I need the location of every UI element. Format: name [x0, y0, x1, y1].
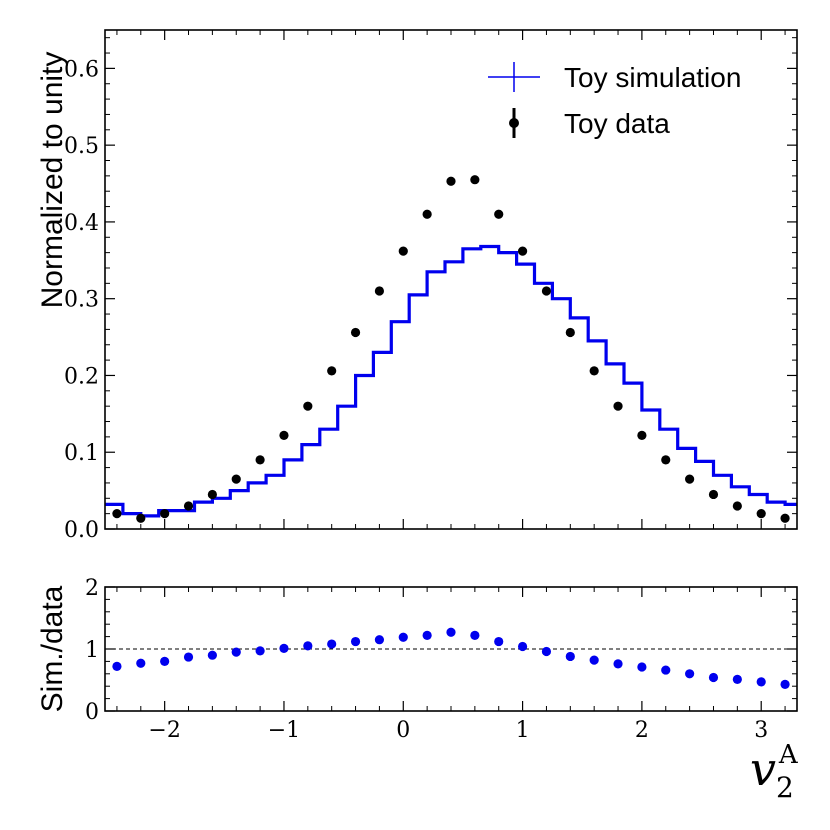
ratio-point: [136, 658, 146, 668]
main-y-tick-label: 0.5: [64, 134, 99, 159]
ratio-point: [613, 659, 623, 669]
ratio-point: [279, 643, 289, 653]
main-y-tick-label: 0.3: [64, 288, 99, 313]
main-y-ticks: [105, 30, 797, 530]
ratio-point: [255, 646, 265, 656]
legend: Toy simulation Toy data: [488, 62, 741, 139]
ratio-point: [327, 639, 337, 649]
ratio-point: [732, 674, 742, 684]
toy-data-point: [231, 474, 241, 484]
toy-data-point: [565, 327, 575, 338]
legend-marker-toy-data: [509, 108, 519, 138]
main-plot-area: [105, 175, 797, 523]
toy-data-point: [160, 509, 170, 519]
x-axis-label-subscript: 2: [776, 771, 794, 804]
toy-data-point: [708, 489, 719, 500]
toy-data-point: [685, 474, 695, 484]
main-y-axis-label: Normalized to unity: [36, 52, 69, 309]
ratio-point: [374, 635, 385, 645]
main-y-tick-label: 0.6: [64, 57, 99, 82]
legend-label-toy-data: Toy data: [564, 108, 670, 139]
main-y-tick-label: 0.1: [64, 441, 99, 466]
x-axis-label: v2A: [750, 740, 799, 804]
main-y-tick-label: 0.4: [64, 211, 99, 236]
ratio-point: [541, 646, 552, 657]
ratio-point: [422, 630, 432, 640]
ratio-point: [160, 656, 170, 667]
toy-data-point: [756, 509, 766, 519]
ratio-point: [565, 651, 575, 662]
ratio-y-tick-label: 0: [85, 700, 99, 725]
x-tick-label: 0: [396, 718, 410, 743]
toy-data-point: [327, 366, 337, 376]
ratio-panel: 0 1 2 −2 −1 0 1 2 3 Sim./data v2A: [36, 576, 799, 804]
x-tick-label: −1: [268, 718, 300, 743]
toy-simulation-histogram: [105, 244, 797, 518]
toy-data-point: [517, 246, 528, 256]
ratio-point: [637, 662, 647, 672]
toy-data-point: [183, 501, 194, 511]
toy-data-point: [494, 209, 504, 219]
toy-data-point: [374, 286, 385, 296]
ratio-point: [494, 636, 504, 647]
main-panel: 0.0 0.1 0.2 0.3 0.4 0.5 0.6 Normalized to unit…: [36, 29, 798, 543]
toy-data-point: [589, 366, 599, 376]
legend-label-toy-simulation: Toy simulation: [564, 62, 741, 93]
toy-data-point: [637, 430, 647, 440]
toy-data-point: [446, 176, 456, 186]
x-tick-label: −2: [148, 718, 180, 743]
ratio-point: [756, 677, 766, 687]
main-frame: [104, 29, 798, 530]
ratio-point: [589, 655, 599, 665]
ratio-point: [661, 665, 671, 675]
toy-data-point: [350, 327, 361, 338]
ratio-point: [685, 669, 695, 679]
x-tick-label: 1: [516, 718, 530, 743]
legend-marker-toy-simulation: [488, 62, 540, 92]
toy-data-point: [112, 509, 122, 519]
ratio-y-tick-label: 2: [85, 576, 99, 601]
ratio-point: [231, 647, 241, 657]
toy-data-point: [279, 430, 289, 440]
ratio-plot-area: [105, 627, 797, 689]
toy-data-point: [422, 209, 432, 219]
ratio-point: [350, 636, 361, 647]
x-tick-label: 2: [635, 718, 649, 743]
toy-data-point: [780, 513, 790, 523]
ratio-y-tick-label: 1: [85, 638, 99, 663]
x-axis-label-superscript: A: [778, 740, 799, 770]
ratio-point: [780, 679, 790, 689]
ratio-point: [207, 650, 217, 660]
main-y-tick-labels: 0.0 0.1 0.2 0.3 0.4 0.5 0.6: [64, 57, 99, 543]
main-y-tick-label: 0.0: [64, 518, 99, 543]
ratio-point: [183, 652, 194, 662]
ratio-point: [470, 630, 480, 640]
ratio-tick-labels: 0 1 2 −2 −1 0 1 2 3: [85, 576, 768, 743]
ratio-point: [398, 632, 408, 642]
toy-data-point: [732, 501, 742, 511]
ratio-point: [446, 627, 456, 637]
toy-data-point: [541, 286, 552, 296]
toy-data-point: [136, 513, 146, 523]
ratio-point: [112, 661, 122, 671]
ratio-point: [517, 641, 528, 652]
ratio-frame: [104, 586, 798, 712]
toy-data-point: [255, 455, 265, 465]
toy-data-point: [661, 455, 671, 465]
toy-data-point: [470, 175, 480, 185]
ratio-point: [303, 641, 313, 651]
toy-data-point: [303, 401, 313, 411]
toy-data-point: [613, 401, 623, 411]
main-y-tick-label: 0.2: [64, 364, 99, 389]
toy-data-point: [207, 489, 217, 500]
toy-data-point: [398, 246, 408, 256]
ratio-point: [708, 672, 719, 683]
x-tick-label: 3: [754, 718, 768, 743]
ratio-y-axis-label: Sim./data: [36, 585, 69, 712]
